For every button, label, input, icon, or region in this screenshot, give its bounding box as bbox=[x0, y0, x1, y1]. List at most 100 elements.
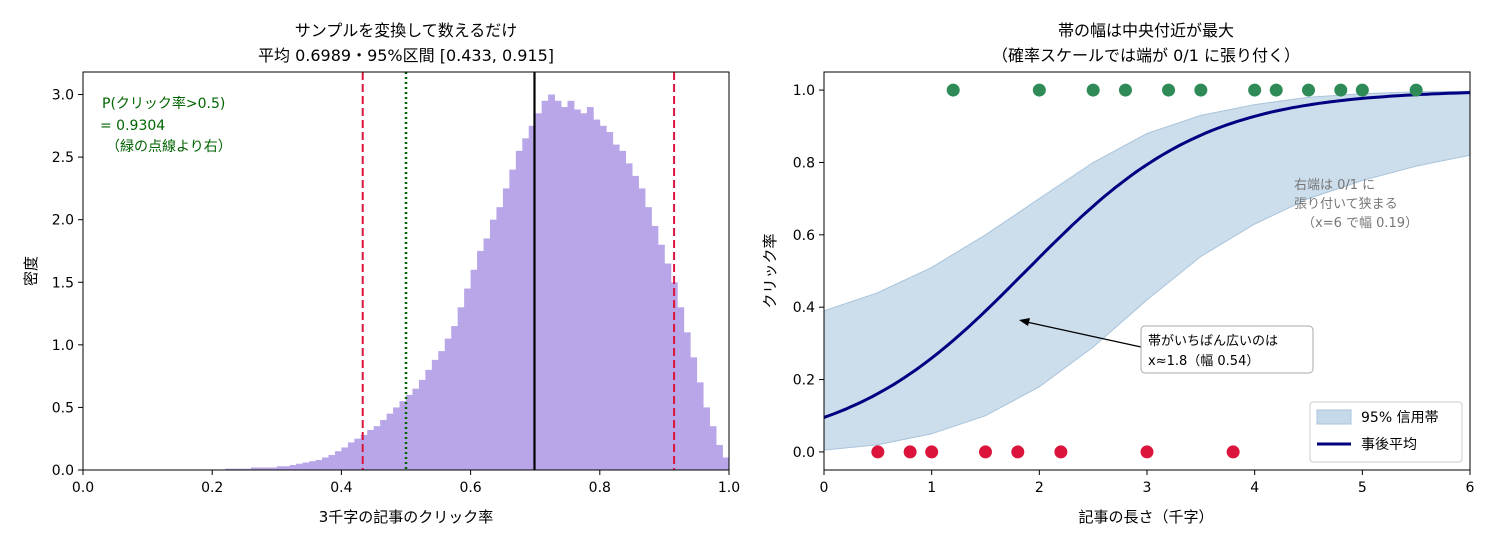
right-x-ticks: 0 1 2 3 4 5 6 bbox=[820, 470, 1475, 496]
histogram-bar bbox=[477, 250, 484, 470]
data-point-one bbox=[1086, 83, 1100, 97]
right-chart: 帯の幅は中央付近が最大 （確率スケールでは端が 0/1 に張り付く） 帯がいちば… bbox=[761, 21, 1475, 526]
x-tick-label: 0.6 bbox=[459, 480, 481, 496]
histogram-bar bbox=[554, 100, 562, 470]
x-tick-label: 0.2 bbox=[201, 480, 223, 496]
histogram-bar bbox=[593, 119, 601, 470]
data-point-one bbox=[1162, 83, 1176, 97]
histogram-bar bbox=[296, 463, 304, 470]
left-x-ticks: 0.0 0.2 0.4 0.6 0.8 1.0 bbox=[72, 470, 740, 496]
right-title-line2: （確率スケールでは端が 0/1 に張り付く） bbox=[992, 46, 1300, 65]
y-tick-label: 0.8 bbox=[793, 155, 815, 171]
data-point-one bbox=[1409, 83, 1423, 97]
data-points bbox=[871, 83, 1423, 459]
histogram-bar bbox=[625, 163, 633, 470]
data-point-one bbox=[1302, 83, 1315, 97]
histogram-bar bbox=[412, 388, 420, 470]
histogram-bar bbox=[438, 351, 446, 470]
y-tick-label: 0.0 bbox=[793, 445, 815, 461]
y-tick-label: 0.4 bbox=[793, 300, 815, 316]
data-point-zero bbox=[1054, 445, 1068, 459]
histogram-bar bbox=[444, 338, 452, 470]
histogram-bar bbox=[270, 467, 278, 470]
data-point-zero bbox=[1226, 445, 1240, 459]
x-tick-label: 0.4 bbox=[330, 480, 352, 496]
histogram-bar bbox=[302, 462, 310, 470]
y-tick-label: 0.6 bbox=[793, 228, 815, 244]
histogram-bar bbox=[599, 125, 607, 470]
left-chart: サンプルを変換して数えるだけ 平均 0.6989・95%区間 [0.433, 0… bbox=[22, 21, 740, 526]
histogram-bar bbox=[431, 359, 439, 470]
prob-annotation-line3: （緑の点線より右） bbox=[106, 139, 232, 155]
histogram-bar bbox=[709, 426, 717, 470]
histogram-bar bbox=[535, 113, 543, 471]
data-point-zero bbox=[1140, 445, 1154, 459]
histogram-bar bbox=[257, 467, 265, 470]
legend: 95% 信用帯 事後平均 bbox=[1309, 401, 1463, 463]
histogram-bar bbox=[418, 379, 426, 470]
histogram-bar bbox=[238, 468, 245, 470]
histogram-bar bbox=[561, 107, 568, 471]
legend-band-swatch bbox=[1316, 409, 1352, 425]
data-point-one bbox=[1032, 83, 1046, 97]
data-point-zero bbox=[925, 445, 939, 459]
data-point-zero bbox=[1011, 445, 1025, 459]
y-tick-label: 2.5 bbox=[52, 150, 74, 166]
right-x-label: 記事の長さ（千字） bbox=[1078, 508, 1213, 526]
x-tick-label: 4 bbox=[1250, 480, 1259, 496]
note-line3: （x=6 で幅 0.19） bbox=[1302, 216, 1418, 231]
right-y-label: クリック率 bbox=[761, 233, 779, 308]
histogram-bar bbox=[722, 457, 730, 470]
histogram-bar bbox=[470, 269, 478, 470]
data-point-one bbox=[946, 83, 960, 97]
histogram-bar bbox=[399, 401, 407, 470]
histogram-bar bbox=[716, 444, 723, 470]
y-tick-label: 2.0 bbox=[52, 213, 74, 229]
histogram-bar bbox=[354, 438, 362, 470]
histogram-bar bbox=[328, 454, 336, 470]
data-point-one bbox=[1269, 83, 1283, 97]
data-point-one bbox=[1194, 83, 1208, 97]
data-point-zero bbox=[979, 445, 992, 459]
histogram-bar bbox=[664, 263, 672, 470]
callout-arrowhead bbox=[1019, 318, 1030, 326]
histogram-bar bbox=[645, 207, 652, 471]
data-point-one bbox=[1334, 83, 1348, 97]
histogram-bar bbox=[244, 468, 252, 470]
histogram-bar bbox=[541, 100, 549, 470]
x-tick-label: 0 bbox=[820, 480, 829, 496]
left-title-line1: サンプルを変換して数えるだけ bbox=[295, 21, 518, 40]
legend-curve-label: 事後平均 bbox=[1361, 437, 1417, 453]
histogram-bar bbox=[341, 447, 349, 470]
histogram-bar bbox=[451, 326, 459, 470]
histogram-bar bbox=[612, 144, 620, 471]
histogram-bar bbox=[522, 138, 530, 471]
histogram-bar bbox=[322, 457, 329, 470]
left-y-ticks: 0.0 0.5 1.0 1.5 2.0 2.5 3.0 bbox=[52, 88, 83, 479]
histogram-bar bbox=[657, 244, 665, 470]
histogram-bar bbox=[606, 132, 614, 470]
histogram-bar bbox=[509, 169, 517, 471]
data-point-one bbox=[1355, 83, 1369, 97]
right-title-line1: 帯の幅は中央付近が最大 bbox=[1058, 21, 1234, 40]
data-point-zero bbox=[871, 445, 885, 459]
y-tick-label: 0.5 bbox=[52, 400, 74, 416]
histogram-bar bbox=[464, 288, 471, 470]
histogram-bar bbox=[703, 407, 711, 470]
histogram-bar bbox=[309, 461, 316, 470]
histogram-bar bbox=[548, 94, 555, 470]
y-tick-label: 0.0 bbox=[52, 463, 74, 479]
histogram-bar bbox=[360, 434, 368, 470]
histogram-bar bbox=[406, 394, 413, 470]
histogram-bar bbox=[586, 107, 594, 471]
histogram-bar bbox=[567, 100, 575, 470]
histogram-bar bbox=[289, 464, 297, 470]
y-tick-label: 0.2 bbox=[793, 373, 815, 389]
histogram-bar bbox=[283, 466, 291, 470]
histogram-bar bbox=[373, 426, 381, 470]
histogram-bar bbox=[677, 307, 685, 470]
data-point-one bbox=[1248, 83, 1262, 97]
histogram-bar bbox=[528, 125, 536, 470]
x-tick-label: 6 bbox=[1466, 480, 1475, 496]
